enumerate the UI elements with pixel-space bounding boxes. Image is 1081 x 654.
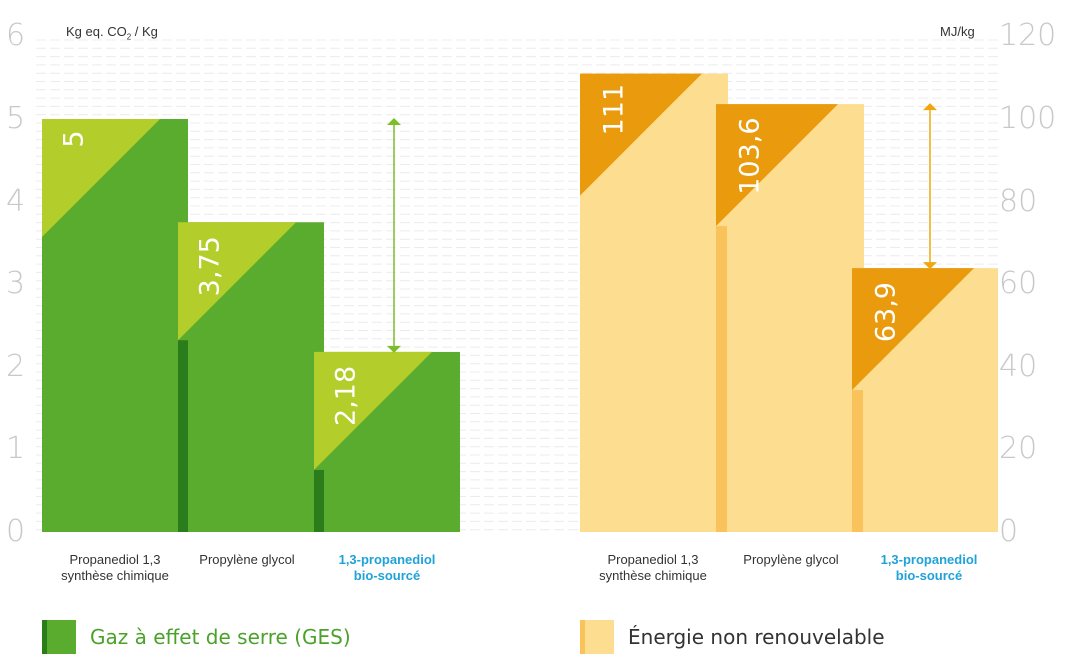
energy-category-label: Propylène glycol	[743, 552, 839, 567]
ges-y-tick: 2	[6, 348, 26, 384]
energy-value-label: 103,6	[735, 117, 766, 194]
legend-energy-swatch	[580, 620, 614, 654]
ges-y-tick: 5	[6, 101, 26, 136]
ges-category-label: 1,3-propanediol bio-sourcé	[338, 552, 436, 583]
ges-bar-triangle	[178, 222, 296, 341]
legend-energy-label: Énergie non renouvelable	[628, 625, 885, 649]
ges-bar-triangle	[42, 119, 160, 237]
ges-bar-triangle	[314, 351, 432, 470]
ges-bar-edge	[178, 340, 188, 532]
ges-y-tick: 1	[6, 431, 26, 467]
energy-value-label: 63,9	[871, 282, 902, 342]
ges-y-tick: 6	[6, 18, 26, 54]
energy-category-label: Propanediol 1,3 synthèse chimique	[599, 552, 707, 583]
energy-y-tick: 120	[999, 18, 1057, 54]
legend-ges: Gaz à effet de serre (GES)	[42, 620, 351, 654]
ges-y-tick: 3	[6, 266, 26, 302]
energy-value-label: 111	[599, 84, 630, 136]
legend-ges-label: Gaz à effet de serre (GES)	[90, 625, 351, 649]
ges-y-tick: 0	[6, 514, 26, 549]
energy-difference-arrow-head-top	[923, 103, 937, 111]
ges-difference-arrow-head-bottom	[387, 345, 401, 353]
legend-energy: Énergie non renouvelable	[580, 620, 885, 654]
legend-ges-swatch	[42, 620, 76, 654]
ges-value-label: 3,75	[195, 236, 226, 296]
energy-category-label: 1,3-propanediol bio-sourcé	[880, 552, 978, 583]
energy-bar-triangle	[716, 104, 838, 227]
energy-y-tick: 20	[999, 431, 1038, 467]
energy-y-tick: 40	[999, 348, 1038, 384]
ges-y-tick: 4	[6, 183, 26, 219]
ges-value-label: 2,18	[331, 366, 362, 426]
energy-y-tick: 80	[999, 183, 1038, 219]
energy-bar-edge	[716, 226, 727, 532]
energy-difference-arrow-head-bottom	[923, 262, 937, 270]
energy-axis-unit: MJ/kg	[940, 24, 975, 39]
energy-y-tick: 100	[999, 101, 1057, 136]
ges-category-label: Propanediol 1,3 synthèse chimique	[61, 552, 169, 583]
ges-bar-edge	[314, 469, 324, 532]
energy-bar-triangle	[852, 268, 974, 391]
energy-bar-triangle	[580, 73, 702, 196]
energy-y-tick: 0	[999, 514, 1019, 549]
energy-bar-edge	[852, 390, 863, 532]
energy-y-tick: 60	[999, 266, 1038, 302]
ges-axis-unit: Kg eq. CO2 / Kg	[66, 24, 158, 42]
ges-value-label: 5	[59, 130, 90, 147]
ges-category-label: Propylène glycol	[199, 552, 295, 567]
ges-difference-arrow-head-top	[387, 118, 401, 125]
